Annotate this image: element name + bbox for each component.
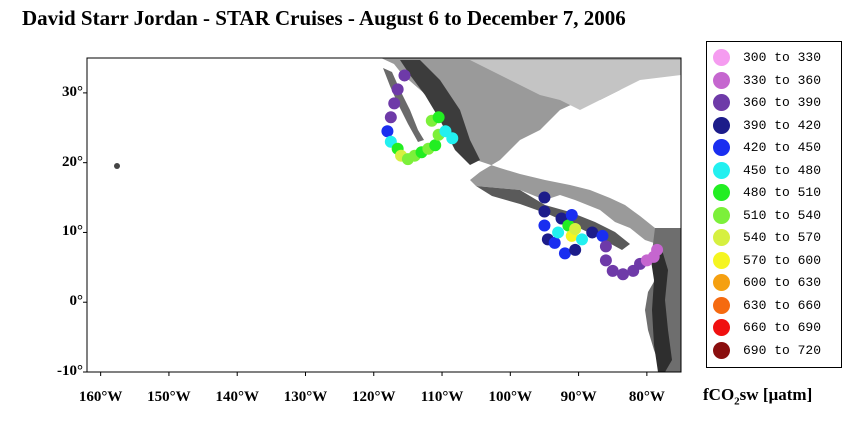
y-tick-label: 0°: [69, 293, 84, 310]
cruise-track-point: [429, 139, 442, 152]
legend-label: 330 to 360: [743, 72, 822, 88]
legend-swatch: [713, 49, 730, 66]
cruise-track-point: [552, 226, 565, 239]
legend-swatch: [713, 71, 730, 89]
legend-item: 660 to 690: [707, 318, 841, 338]
x-tick-label: 150°W: [147, 389, 191, 405]
cruise-track-point: [548, 236, 561, 249]
map-plot: [83, 57, 682, 376]
cruise-track-point: [538, 191, 551, 204]
legend-label: 600 to 630: [743, 275, 822, 290]
legend-item: 570 to 600: [707, 251, 841, 271]
legend-swatch: [713, 206, 730, 224]
cruise-track-point: [381, 125, 394, 138]
y-tick-label: 10°: [62, 223, 83, 240]
x-tick-label: 110°W: [420, 389, 464, 405]
legend-swatch: [713, 229, 730, 246]
cruise-track-point: [388, 97, 401, 110]
x-tick-label: 100°W: [488, 389, 533, 405]
cruise-track-point: [599, 240, 612, 253]
x-tick-label: 90°W: [560, 389, 597, 405]
legend-label: 300 to 330: [743, 50, 822, 65]
map-title: David Starr Jordan - STAR Cruises - Augu…: [22, 6, 626, 30]
legend-swatch: [713, 251, 730, 269]
cruise-track-point: [599, 254, 612, 267]
legend-label: 570 to 600: [743, 252, 822, 268]
plot-frame: [86, 57, 682, 373]
cruise-track-point: [596, 229, 609, 242]
x-tick-label: 140°W: [215, 389, 259, 405]
plot-background: [87, 58, 681, 372]
legend-unit-label: fCO2sw [µatm]: [703, 385, 812, 407]
legend-item: 420 to 450: [707, 138, 841, 158]
tick-marks: [83, 92, 648, 376]
legend-item: 540 to 570: [707, 228, 841, 248]
legend-item: 300 to 330: [707, 48, 841, 68]
legend-item: 480 to 510: [707, 183, 841, 203]
cruise-track-point: [586, 226, 599, 239]
legend-item: 330 to 360: [707, 71, 841, 91]
legend-label: 480 to 510: [743, 185, 822, 200]
cruise-track-point: [569, 222, 582, 235]
unit-prefix: fCO: [703, 385, 735, 404]
legend-swatch: [713, 184, 730, 201]
legend-item: 630 to 660: [707, 296, 841, 316]
legend-swatch: [713, 319, 730, 336]
cruise-track-point: [606, 264, 619, 277]
cruise-track-point: [446, 132, 459, 145]
cruise-track-point: [558, 247, 571, 260]
cruise-track-point: [432, 111, 445, 124]
cruise-track-point: [384, 111, 397, 124]
legend-item: 360 to 390: [707, 93, 841, 113]
legend-label: 660 to 690: [743, 320, 822, 335]
legend-item: 600 to 630: [707, 273, 841, 293]
x-tick-label: 130°W: [283, 389, 328, 405]
legend-swatch: [713, 116, 730, 134]
cruise-track-point: [538, 219, 551, 232]
cruise-track-point: [651, 243, 664, 256]
cruise-track-point: [565, 209, 578, 221]
legend-swatch: [713, 139, 730, 156]
legend-swatch: [713, 161, 730, 179]
y-tick-label: -10°: [57, 363, 83, 379]
cruise-track-point: [576, 233, 588, 246]
hawaii-island: [114, 163, 120, 169]
y-tick-label: 30°: [62, 83, 83, 100]
x-tick-label: 160°W: [78, 389, 123, 405]
legend-label: 510 to 540: [743, 207, 822, 223]
x-tick-label: 80°W: [628, 389, 665, 405]
legend-swatch: [713, 341, 730, 359]
cruise-track-point: [391, 83, 404, 96]
central-america: [476, 186, 630, 250]
x-tick-label: 120°W: [352, 389, 396, 405]
andes-ridge: [650, 250, 672, 372]
legend-item: 510 to 540: [707, 206, 841, 226]
legend-item: 690 to 720: [707, 341, 841, 361]
legend-label: 360 to 390: [743, 95, 822, 110]
legend-swatch: [713, 94, 730, 111]
gulf-coast-shade: [470, 60, 681, 110]
cruise-track-point: [538, 205, 551, 218]
unit-subscript: 2: [734, 395, 740, 408]
legend-label: 390 to 420: [743, 117, 822, 133]
cruise-track-point: [616, 268, 629, 281]
y-tick-label: 20°: [62, 153, 83, 170]
legend-item: 450 to 480: [707, 161, 841, 181]
cruise-track-layer: [381, 69, 664, 281]
color-legend: 300 to 330 330 to 360 360 to 390 390 to 420…: [706, 41, 842, 368]
legend-label: 420 to 450: [743, 140, 822, 155]
legend-label: 450 to 480: [743, 162, 822, 178]
legend-label: 540 to 570: [743, 230, 822, 245]
unit-suffix: sw [µatm]: [739, 385, 813, 404]
legend-label: 630 to 660: [743, 297, 822, 313]
cruise-track-point: [569, 243, 582, 256]
cruise-track-point: [398, 69, 411, 82]
legend-swatch: [713, 296, 730, 314]
legend-swatch: [713, 274, 730, 291]
legend-label: 690 to 720: [743, 342, 822, 358]
legend-item: 390 to 420: [707, 116, 841, 136]
